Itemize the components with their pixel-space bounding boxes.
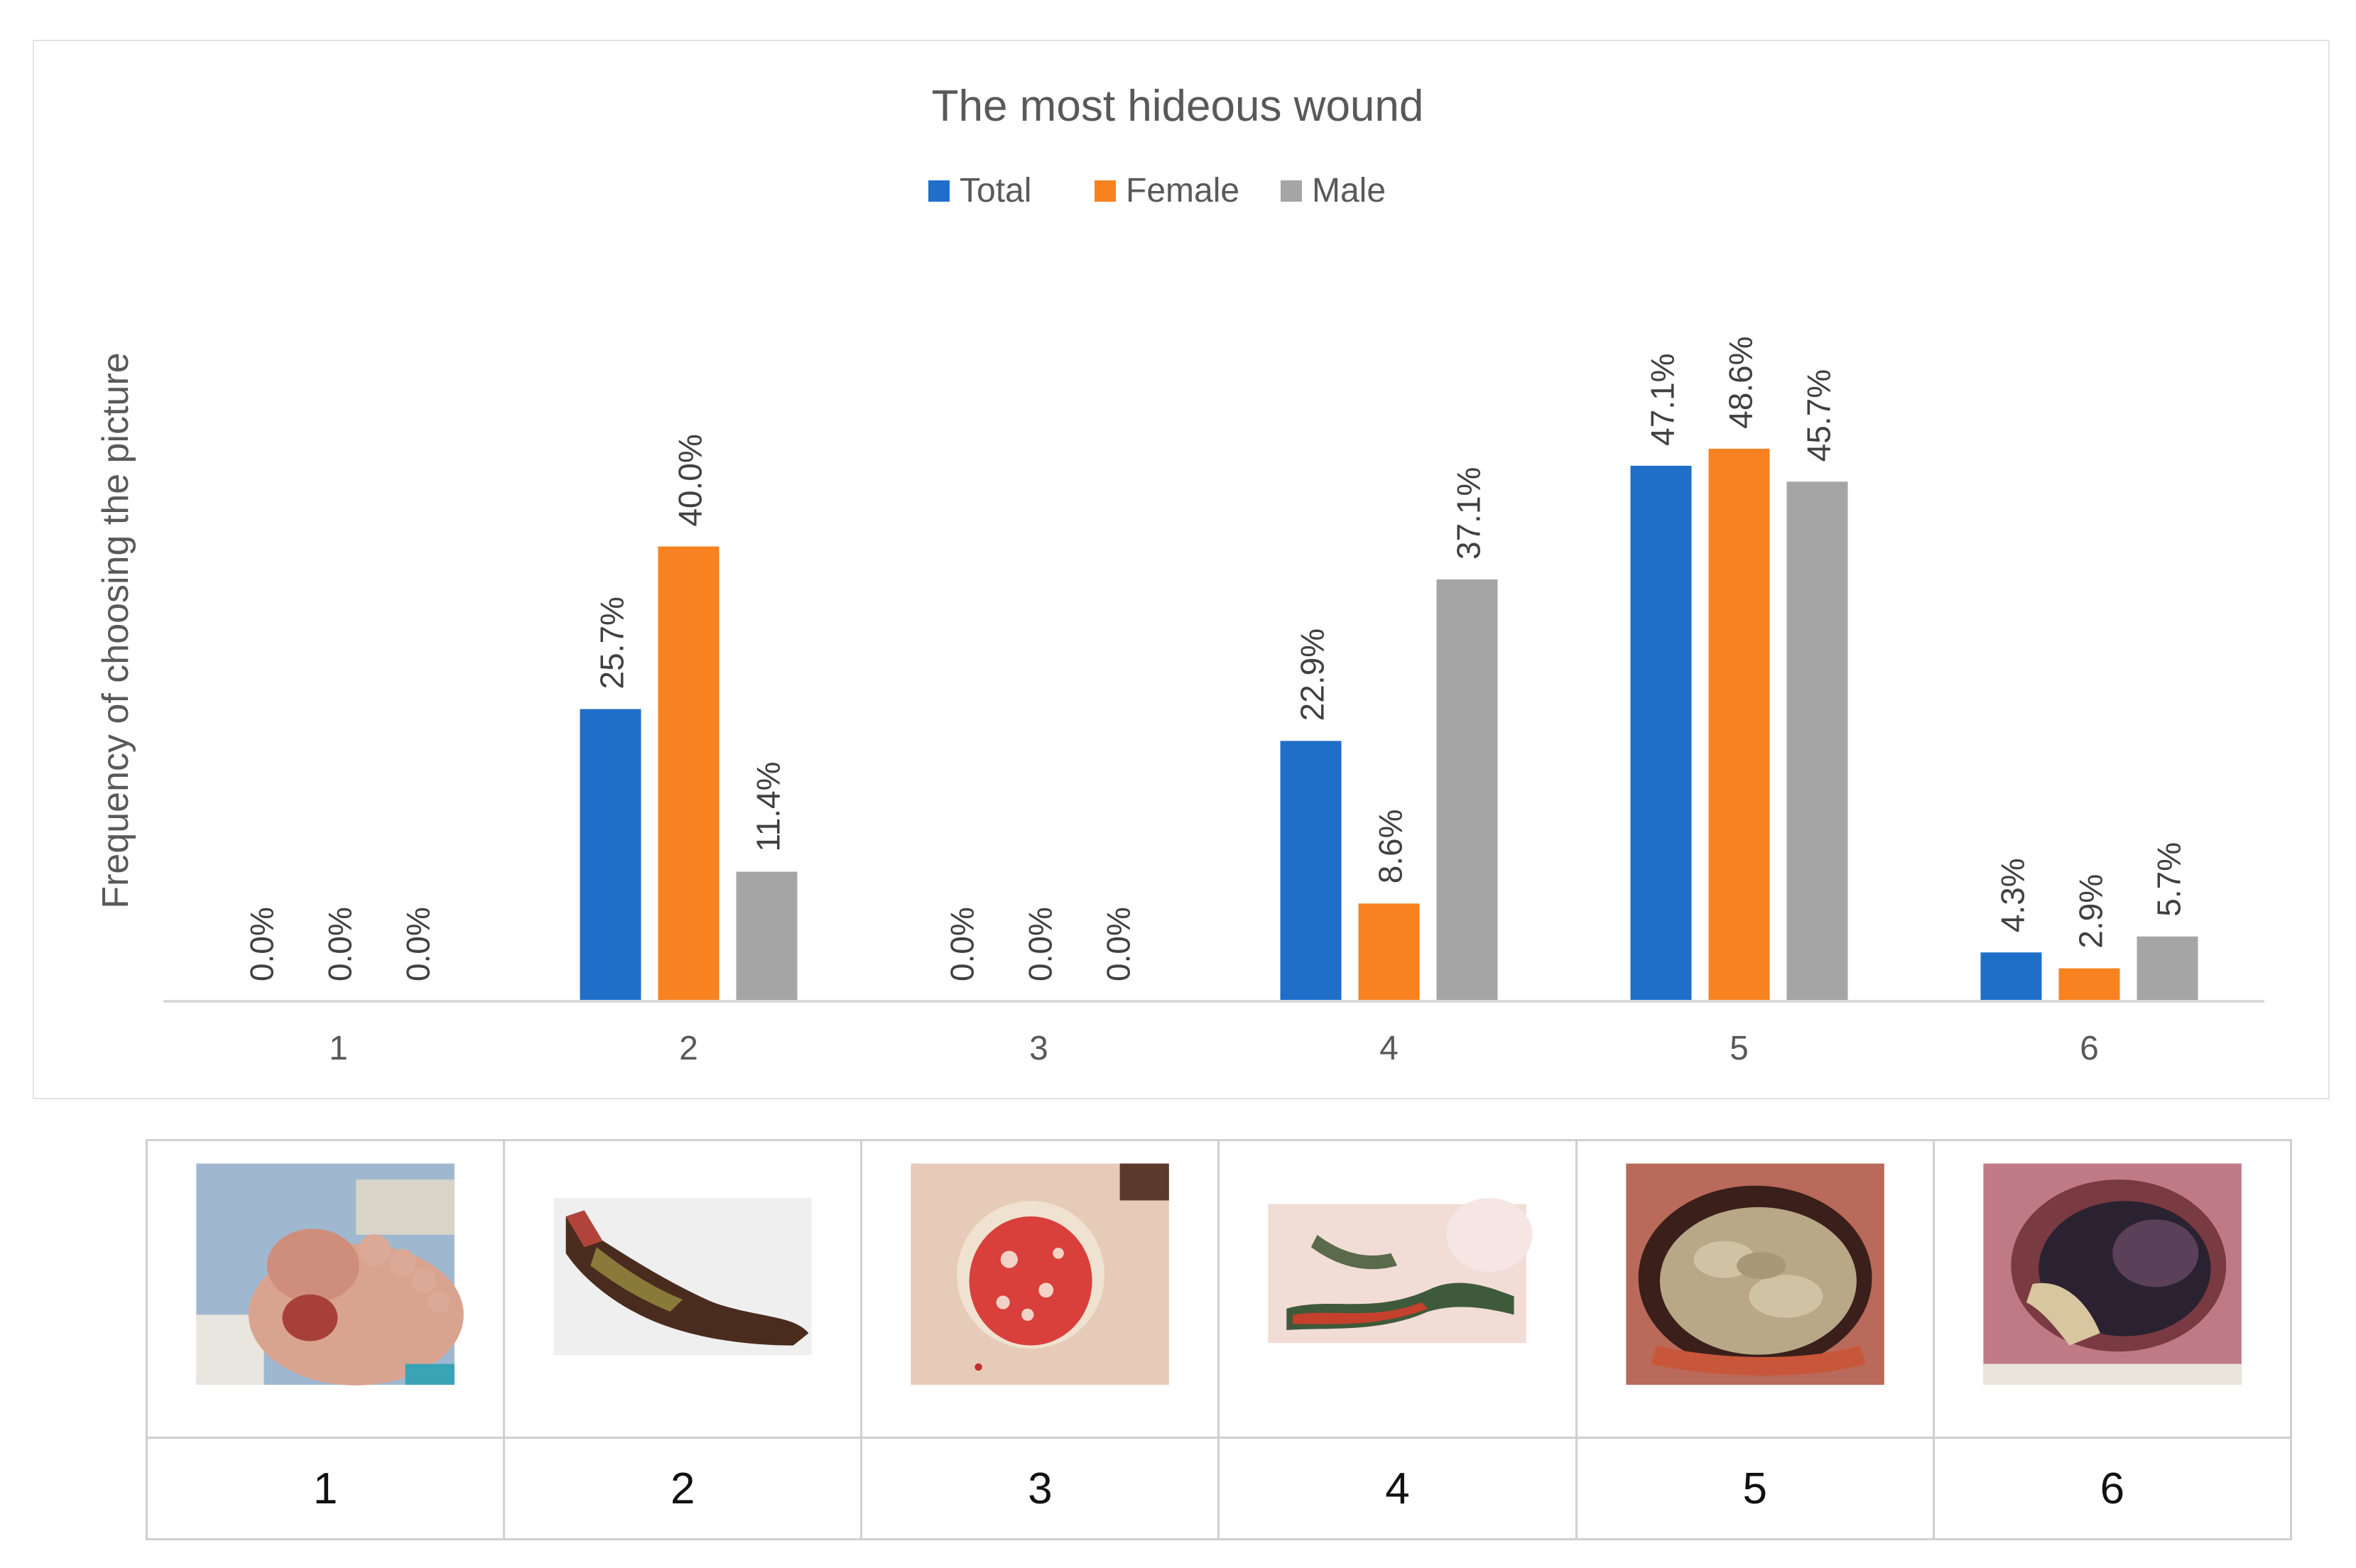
- picture-number: 2: [503, 1437, 863, 1540]
- data-label-male-6: 5.7%: [2151, 842, 2188, 917]
- bar-female-4: [1358, 903, 1420, 1001]
- legend-swatch-total: [928, 180, 950, 202]
- data-label-female-2: 40.0%: [672, 434, 709, 526]
- data-label-male-5: 45.7%: [1801, 369, 1837, 462]
- legend-label-total: Total: [960, 172, 1031, 209]
- legend-swatch-female: [1095, 180, 1116, 202]
- picture-number: 5: [1575, 1437, 1935, 1540]
- bar-female-2: [658, 546, 720, 1001]
- data-label-total-5: 47.1%: [1644, 353, 1681, 445]
- data-label-male-2: 11.4%: [750, 761, 787, 851]
- data-label-total-6: 4.3%: [1994, 858, 2031, 932]
- picture-number: 1: [145, 1437, 506, 1540]
- data-label-female-4: 8.6%: [1372, 809, 1409, 883]
- wound-picture-table: 1 2 3 4 5 6: [145, 1139, 2293, 1540]
- picture-number: 4: [1217, 1437, 1578, 1540]
- x-tick-label-5: 5: [1730, 1030, 1749, 1067]
- infested-wound-photo-icon: [1625, 1163, 1884, 1385]
- bar-male-2: [736, 871, 798, 1001]
- picture-cell-1: [145, 1139, 506, 1439]
- picture-number: 6: [1932, 1437, 2293, 1540]
- leg-necrosis-photo-icon: [553, 1197, 812, 1356]
- bar-male-4: [1436, 579, 1498, 1001]
- data-label-total-3: 0.0%: [944, 907, 981, 981]
- data-labels: 0.0% 0.0% 0.0% 25.7% 40.0% 11.4% 0.0% 0.0% 0.0% 2…: [244, 336, 2188, 981]
- chart-panel: The most hideous wound Total Female Male F…: [33, 40, 2330, 1099]
- x-tick-label-6: 6: [2080, 1030, 2099, 1067]
- groin-wound-photo-icon: [1268, 1197, 1533, 1344]
- picture-cell-6: [1932, 1139, 2293, 1439]
- legend-label-female: Female: [1126, 172, 1239, 209]
- x-tick-label-2: 2: [679, 1030, 698, 1067]
- picture-cell-5: [1575, 1139, 1935, 1439]
- picture-cell-3: [860, 1139, 1220, 1439]
- data-label-female-6: 2.9%: [2073, 874, 2110, 949]
- bar-total-4: [1280, 741, 1342, 1001]
- bar-female-5: [1708, 448, 1770, 1001]
- bar-chart: The most hideous wound Total Female Male F…: [95, 82, 2264, 1067]
- bar-total-2: [580, 709, 641, 1001]
- bar-female-6: [2058, 968, 2120, 1001]
- bar-male-6: [2137, 936, 2198, 1001]
- data-label-male-1: 0.0%: [400, 907, 437, 981]
- data-label-total-4: 22.9%: [1294, 628, 1331, 721]
- picture-row: [145, 1139, 2293, 1439]
- bar-male-5: [1786, 481, 1848, 1001]
- foot-wound-photo-icon: [196, 1163, 464, 1385]
- picture-cell-2: [503, 1139, 863, 1439]
- picture-number-row: 1 2 3 4 5 6: [145, 1437, 2293, 1540]
- bar-series: [580, 448, 2198, 1001]
- legend-label-male: Male: [1312, 172, 1386, 209]
- picture-number: 3: [860, 1437, 1220, 1540]
- x-tick-label-3: 3: [1029, 1030, 1048, 1067]
- chart-title: The most hideous wound: [932, 82, 1424, 131]
- data-label-female-3: 0.0%: [1022, 907, 1059, 981]
- chart-legend: Total Female Male: [928, 172, 1386, 209]
- data-label-female-5: 48.6%: [1722, 336, 1759, 428]
- bar-total-5: [1630, 465, 1692, 1001]
- data-label-total-2: 25.7%: [594, 597, 631, 689]
- data-label-male-4: 37.1%: [1450, 467, 1487, 560]
- x-tick-label-4: 4: [1379, 1030, 1399, 1067]
- pressure-ulcer-photo-icon: [1983, 1163, 2242, 1385]
- data-label-male-3: 0.0%: [1100, 907, 1137, 981]
- data-label-total-1: 0.0%: [244, 907, 281, 981]
- leg-ulcer-photo-icon: [911, 1163, 1170, 1385]
- x-axis-tick-labels: 1 2 3 4 5 6: [329, 1030, 2099, 1067]
- picture-cell-4: [1217, 1139, 1578, 1439]
- x-tick-label-1: 1: [329, 1030, 348, 1067]
- data-label-female-1: 0.0%: [322, 907, 359, 981]
- y-axis-label: Frequency of choosing the picture: [95, 352, 136, 908]
- bar-total-6: [1980, 952, 2042, 1001]
- legend-swatch-male: [1281, 180, 1302, 202]
